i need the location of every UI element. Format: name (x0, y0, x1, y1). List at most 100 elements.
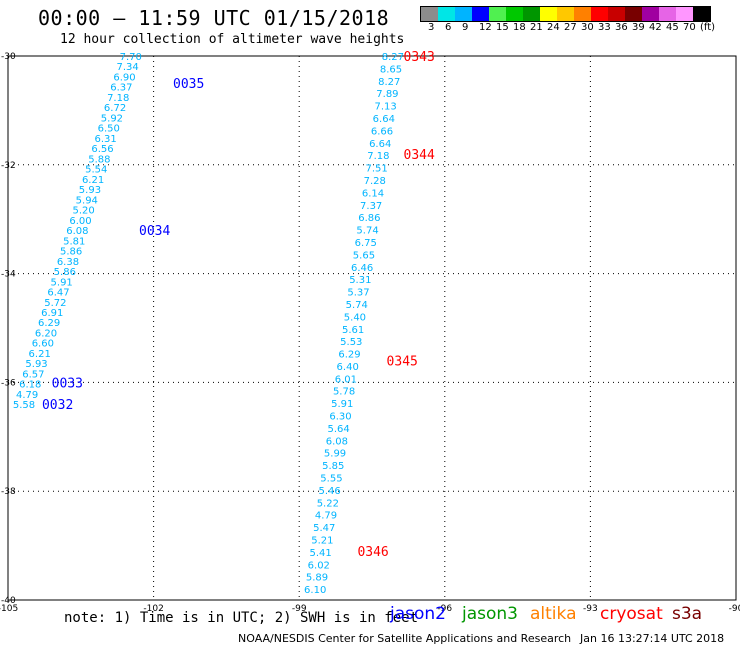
color-legend (420, 6, 711, 22)
x-tick-label: -90 (729, 604, 740, 614)
y-tick-label: -32 (1, 161, 16, 171)
wave-height-value: 6.20 (35, 328, 57, 339)
wave-height-value: 5.20 (73, 206, 95, 217)
legend-swatch (540, 7, 557, 21)
page-subtitle: 12 hour collection of altimeter wave hei… (60, 32, 405, 47)
footer-note: note: 1) Time is in UTC; 2) SWH is in fe… (64, 610, 419, 626)
footer-credit: NOAA/NESDIS Center for Satellite Applica… (238, 632, 572, 645)
wave-height-value: 5.99 (324, 449, 346, 460)
legend-label: 15 (496, 22, 509, 33)
wave-height-value: 5.85 (322, 461, 344, 472)
wave-height-value: 5.55 (320, 474, 342, 485)
wave-height-value: 5.46 (319, 486, 341, 497)
legend-label: (ft) (700, 22, 716, 33)
wave-height-value: 5.91 (51, 277, 73, 288)
wave-height-value: 4.79 (16, 390, 38, 401)
wave-height-value: 5.92 (101, 113, 123, 124)
wave-height-value: 5.93 (25, 359, 47, 370)
pass-time-label: 0346 (357, 545, 388, 560)
wave-height-value: 4.79 (315, 511, 337, 522)
legend-label: 9 (462, 22, 469, 33)
wave-height-value: 6.10 (304, 585, 326, 596)
wave-height-value: 7.28 (364, 176, 386, 187)
legend-swatch (472, 7, 489, 21)
wave-height-value: 5.81 (63, 236, 85, 247)
wave-height-value: 6.14 (362, 188, 384, 199)
x-tick-label: -102 (143, 604, 163, 614)
wave-height-value: 5.86 (54, 267, 76, 278)
legend-label: 18 (513, 22, 526, 33)
pass-time-label: 0343 (404, 50, 435, 65)
wave-height-value: 6.37 (110, 83, 132, 94)
wave-height-value: 6.29 (38, 318, 60, 329)
legend-label: 70 (683, 22, 696, 33)
wave-height-value: 5.91 (331, 399, 353, 410)
legend-swatch (438, 7, 455, 21)
wave-height-value: 6.02 (308, 560, 330, 571)
wave-height-value: 6.66 (371, 126, 393, 137)
satellite-legend-cryosat: cryosat (600, 604, 663, 624)
legend-label: 36 (615, 22, 628, 33)
wave-height-value: 5.22 (317, 498, 339, 509)
legend-swatch (421, 7, 438, 21)
wave-height-value: 5.78 (333, 387, 355, 398)
x-tick-label: -105 (0, 604, 18, 614)
wave-height-value: 6.86 (358, 213, 380, 224)
wave-height-value: 5.94 (76, 195, 98, 206)
wave-height-value: 6.38 (57, 257, 79, 268)
legend-swatch (557, 7, 574, 21)
wave-height-value: 5.53 (340, 337, 362, 348)
wave-height-value: 5.31 (349, 275, 371, 286)
wave-height-value: 5.64 (328, 424, 350, 435)
legend-swatch (489, 7, 506, 21)
wave-height-value: 8.27 (382, 52, 404, 63)
wave-height-value: 7.13 (374, 102, 396, 113)
legend-label: 21 (530, 22, 543, 33)
pass-time-label: 0345 (387, 355, 418, 370)
wave-height-value: 6.64 (369, 139, 391, 150)
wave-height-value: 5.54 (85, 165, 107, 176)
wave-height-value: 6.72 (104, 103, 126, 114)
legend-label: 27 (564, 22, 577, 33)
wave-height-value: 5.88 (88, 154, 110, 165)
legend-label: 45 (666, 22, 679, 33)
wave-height-value: 6.40 (337, 362, 359, 373)
satellite-legend-altika: altika (530, 604, 577, 624)
wave-height-value: 7.70 (120, 52, 142, 63)
wave-height-value: 6.08 (326, 436, 348, 447)
wave-height-value: 5.65 (353, 250, 375, 261)
y-tick-label: -38 (1, 487, 16, 497)
wave-height-value: 6.90 (113, 72, 135, 83)
wave-height-value: 6.60 (32, 339, 54, 350)
satellite-legend-jason3: jason3 (462, 604, 518, 624)
pass-time-label: 0344 (404, 148, 435, 163)
legend-swatch (642, 7, 659, 21)
wave-height-value: 6.47 (47, 288, 69, 299)
wave-height-value: 6.75 (355, 238, 377, 249)
x-tick-label: -99 (292, 604, 307, 614)
wave-height-value: 6.21 (29, 349, 51, 360)
wave-height-value: 5.41 (309, 548, 331, 559)
wave-height-value: 7.37 (360, 201, 382, 212)
legend-label: 39 (632, 22, 645, 33)
wave-height-value: 7.89 (376, 89, 398, 100)
legend-label: 3 (428, 22, 435, 33)
pass-time-label: 0033 (52, 376, 83, 391)
legend-label: 30 (581, 22, 594, 33)
wave-height-value: 6.00 (69, 216, 91, 227)
wave-height-value: 5.89 (306, 573, 328, 584)
legend-swatch (455, 7, 472, 21)
wave-height-value: 6.30 (329, 412, 351, 423)
legend-label: 12 (479, 22, 492, 33)
x-tick-label: -93 (583, 604, 598, 614)
legend-label: 24 (547, 22, 560, 33)
footer-timestamp: Jan 16 13:27:14 UTC 2018 (580, 632, 725, 645)
x-tick-label: -96 (437, 604, 452, 614)
wave-height-value: 7.51 (365, 164, 387, 175)
satellite-legend-s3a: s3a (672, 604, 703, 624)
wave-height-value: 6.57 (22, 369, 44, 380)
wave-height-value: 6.91 (41, 308, 63, 319)
y-tick-label: -36 (1, 378, 16, 388)
map-frame (7, 55, 737, 601)
